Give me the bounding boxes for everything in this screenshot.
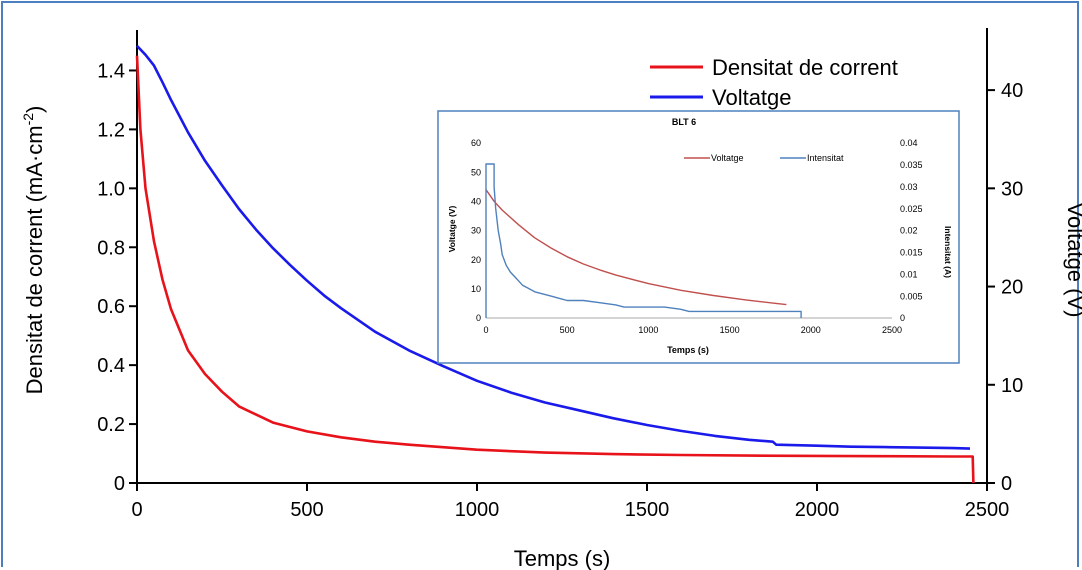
inset-y-tick-label: 50	[471, 167, 481, 177]
main-y-tick-label: 1.2	[97, 119, 125, 141]
inset-x-tick-label: 1000	[638, 325, 658, 335]
inset-y2-tick-label: 0.005	[900, 291, 923, 301]
inset-x-tick-label: 2500	[882, 325, 902, 335]
inset-y-tick-label: 0	[476, 313, 481, 323]
inset-series-group	[485, 163, 802, 318]
main-series-densitat-de-corrent	[135, 55, 975, 484]
inset-y2-ticks: 0 0.005 0.01 0.015 0.02 0.025 0.03 0.035 0.04	[900, 138, 923, 323]
inset-x-tick-label: 2000	[801, 325, 821, 335]
inset-series-voltatge	[485, 189, 787, 306]
main-x-tick-label: 2500	[965, 499, 1010, 521]
main-y2-tick-label: 10	[1001, 375, 1023, 397]
main-x-tick-label: 2000	[795, 499, 840, 521]
main-y-ticks: 0 0.2 0.4 0.6 0.8 1.0 1.2 1.4	[97, 60, 137, 495]
main-y2-tick-label: 20	[1001, 277, 1023, 299]
inset-x-tick-label: 1500	[720, 325, 740, 335]
inset-y2-tick-label: 0.025	[900, 204, 923, 214]
main-y2-ticks: 0 10 20 30 40	[987, 80, 1023, 495]
main-x-tick-label: 1500	[625, 499, 670, 521]
inset-y2-tick-label: 0.04	[900, 138, 918, 148]
inset-y2-tick-label: 0	[900, 313, 905, 323]
inset-y-tick-label: 20	[471, 255, 481, 265]
legend-label-voltage: Voltatge	[712, 85, 792, 110]
main-y-tick-label: 0.8	[97, 237, 125, 259]
main-y-tick-label: 1.4	[97, 60, 125, 82]
inset-y-axis-label: Voltatge (V)	[447, 206, 457, 253]
main-x-ticks: 0 500 1000 1500 2000 2500	[131, 483, 1009, 521]
legend-label-current: Densitat de corrent	[712, 55, 898, 80]
main-x-tick-label: 500	[290, 499, 323, 521]
main-y2-axis-label: Voltatge (V)	[1063, 203, 1082, 318]
main-x-tick-label: 0	[131, 499, 142, 521]
inset-y2-tick-label: 0.03	[900, 182, 918, 192]
inset-frame	[437, 110, 960, 364]
main-y-tick-label: 1.0	[97, 178, 125, 200]
inset-legend: Voltatge Intensitat	[684, 153, 844, 163]
inset-chart: BLT 6 0 500 1000 1500 2000 2500 0 10 20 30 40 50 60…	[437, 110, 960, 364]
main-x-tick-label: 1000	[455, 499, 500, 521]
main-series-voltatge	[136, 45, 971, 450]
inset-y-tick-label: 60	[471, 138, 481, 148]
main-series-group	[135, 45, 975, 484]
inset-title: BLT 6	[672, 117, 696, 127]
inset-x-tick-label: 0	[483, 325, 488, 335]
inset-series-intensitat	[485, 163, 802, 318]
inset-y-tick-label: 40	[471, 196, 481, 206]
main-x-axis-label: Temps (s)	[514, 546, 611, 570]
main-y2-tick-label: 30	[1001, 178, 1023, 200]
inset-y-tick-label: 30	[471, 226, 481, 236]
main-y-axis-label: Densitat de corrent (mA·cm-2)	[20, 106, 47, 395]
main-y-tick-label: 0.6	[97, 296, 125, 318]
main-y-tick-label: 0	[114, 473, 125, 495]
main-y-tick-label: 0.4	[97, 355, 125, 377]
inset-x-axis-label: Temps (s)	[667, 345, 709, 355]
main-y2-tick-label: 0	[1001, 473, 1012, 495]
inset-x-ticks: 0 500 1000 1500 2000 2500	[483, 325, 902, 335]
main-y-tick-label: 0.2	[97, 414, 125, 436]
inset-x-tick-label: 500	[560, 325, 575, 335]
inset-y2-tick-label: 0.02	[900, 226, 918, 236]
inset-y2-axis-label: Intensitat (A)	[943, 226, 953, 278]
inset-legend-label-voltage: Voltatge	[711, 153, 744, 163]
inset-y2-tick-label: 0.035	[900, 160, 923, 170]
inset-y2-tick-label: 0.01	[900, 269, 918, 279]
main-legend: Densitat de corrent Voltatge	[650, 55, 898, 110]
main-y2-tick-label: 40	[1001, 80, 1023, 102]
inset-y-tick-label: 10	[471, 284, 481, 294]
inset-legend-label-intensity: Intensitat	[807, 153, 844, 163]
inset-y-ticks: 0 10 20 30 40 50 60	[471, 138, 481, 323]
inset-y2-tick-label: 0.015	[900, 248, 923, 258]
